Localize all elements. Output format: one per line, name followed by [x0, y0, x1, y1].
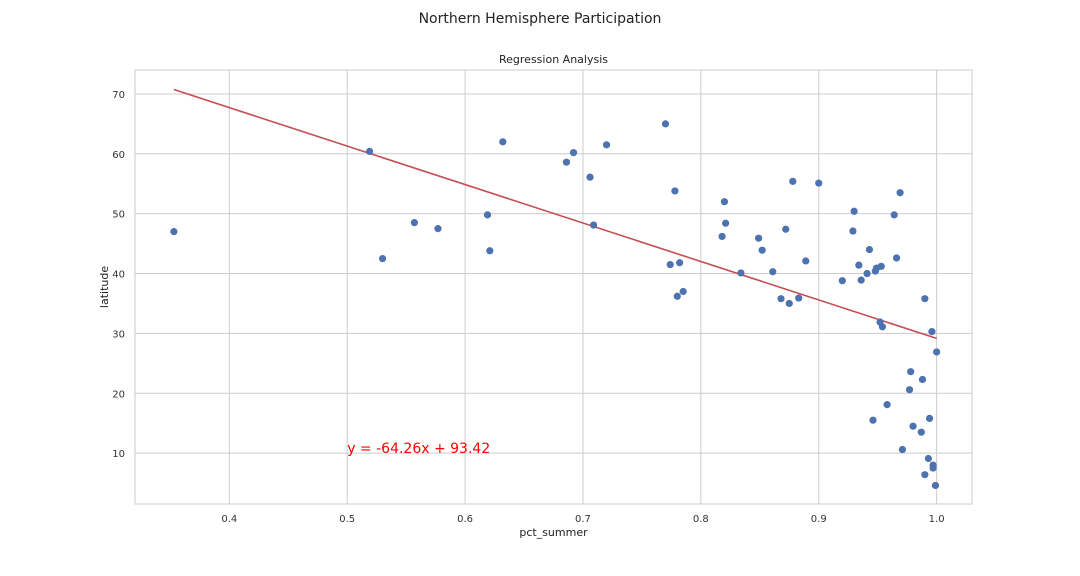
- data-point: [569, 149, 578, 157]
- data-point: [795, 294, 803, 302]
- data-point: [815, 179, 823, 187]
- data-point: [789, 177, 797, 185]
- data-point: [777, 295, 785, 303]
- data-point: [562, 158, 571, 166]
- data-point: [378, 254, 387, 263]
- y-tick-labels: 10 20 30 40 50 60 70: [112, 90, 125, 460]
- data-point: [925, 414, 934, 422]
- data-point: [671, 187, 679, 195]
- plot-frame: [134, 69, 973, 505]
- data-point: [755, 234, 763, 242]
- y-axis-label: latitude: [98, 266, 111, 308]
- y-tick-label: 10: [112, 449, 125, 460]
- x-tick-label: 0.8: [693, 514, 709, 525]
- data-point: [170, 228, 178, 236]
- data-point: [892, 254, 901, 262]
- data-point: [917, 428, 925, 436]
- data-point: [850, 207, 858, 215]
- x-tick-labels: 0.4 0.5 0.6 0.7 0.8 0.9 1.0: [221, 514, 944, 525]
- gridlines: [135, 70, 972, 504]
- data-point: [924, 454, 932, 463]
- data-point: [589, 221, 598, 229]
- data-point: [679, 287, 687, 296]
- x-axis-label: pct_summer: [519, 526, 588, 539]
- data-point: [785, 299, 793, 308]
- data-point: [586, 173, 594, 181]
- data-point: [855, 261, 863, 269]
- data-point: [722, 219, 730, 227]
- data-point: [769, 268, 777, 276]
- data-point: [676, 259, 684, 267]
- y-tick-label: 30: [112, 329, 125, 340]
- data-point: [782, 225, 790, 233]
- y-tick-label: 60: [112, 150, 125, 161]
- data-point: [718, 232, 726, 241]
- data-point: [434, 225, 442, 233]
- data-point: [863, 269, 871, 278]
- data-point: [918, 375, 927, 384]
- x-tick-label: 0.7: [575, 514, 591, 525]
- chart-title: Regression Analysis: [499, 53, 608, 66]
- data-point: [838, 277, 846, 285]
- data-point: [483, 211, 492, 219]
- data-point: [410, 219, 418, 227]
- data-point: [737, 269, 745, 277]
- data-point: [877, 262, 885, 270]
- x-tick-label: 0.4: [221, 514, 237, 525]
- data-point: [929, 464, 937, 472]
- y-tick-label: 40: [112, 270, 125, 281]
- data-point: [499, 138, 507, 146]
- data-point: [758, 246, 766, 254]
- data-point: [666, 260, 674, 269]
- data-point: [898, 445, 907, 454]
- y-tick-label: 50: [112, 210, 125, 221]
- data-point: [883, 401, 891, 409]
- data-point: [602, 141, 611, 149]
- data-point: [905, 386, 914, 394]
- data-point: [849, 227, 857, 235]
- figure-suptitle: Northern Hemisphere Participation: [419, 11, 662, 27]
- y-tick-label: 70: [112, 90, 125, 101]
- data-point: [928, 327, 936, 336]
- regression-layer: [173, 88, 937, 340]
- data-point: [931, 481, 940, 490]
- data-point: [933, 348, 941, 356]
- data-point: [720, 198, 729, 206]
- data-point: [486, 247, 494, 255]
- scatter-points: [170, 120, 941, 490]
- x-tick-label: 0.6: [457, 514, 473, 525]
- data-point: [878, 323, 887, 331]
- x-tick-label: 0.9: [811, 514, 827, 525]
- data-point: [907, 368, 915, 376]
- regression-line: [173, 88, 937, 340]
- data-point: [802, 257, 810, 265]
- data-point: [869, 416, 877, 424]
- x-tick-label: 1.0: [929, 514, 945, 525]
- data-point: [909, 422, 917, 430]
- data-point: [661, 120, 670, 128]
- data-point: [921, 295, 929, 303]
- regression-equation: y = -64.26x + 93.42: [347, 441, 490, 457]
- data-point: [365, 147, 374, 156]
- data-point: [857, 276, 865, 284]
- y-tick-label: 20: [112, 389, 125, 400]
- data-point: [865, 245, 874, 254]
- data-point: [890, 211, 898, 219]
- data-point: [896, 189, 904, 197]
- data-point: [673, 292, 681, 300]
- data-point: [921, 471, 929, 479]
- x-tick-label: 0.5: [339, 514, 355, 525]
